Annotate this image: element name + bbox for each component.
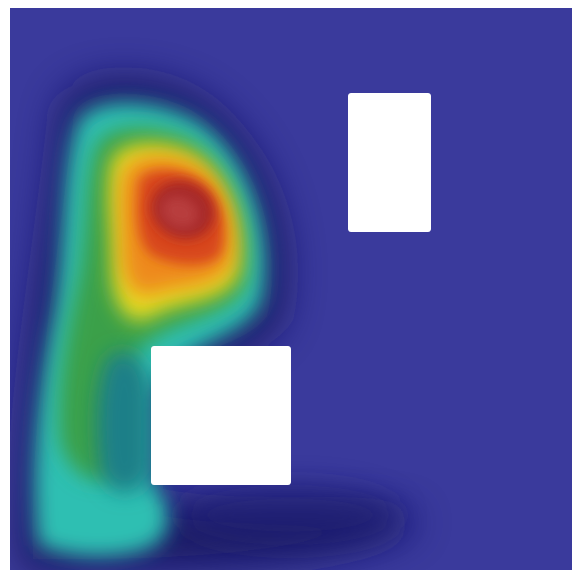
obstacle-lower-left — [151, 346, 291, 485]
wake-shadow — [180, 485, 400, 545]
plume-teal-pocket — [97, 352, 150, 493]
obstacle-upper-right — [348, 93, 431, 232]
plume-core-highlight — [160, 195, 200, 229]
